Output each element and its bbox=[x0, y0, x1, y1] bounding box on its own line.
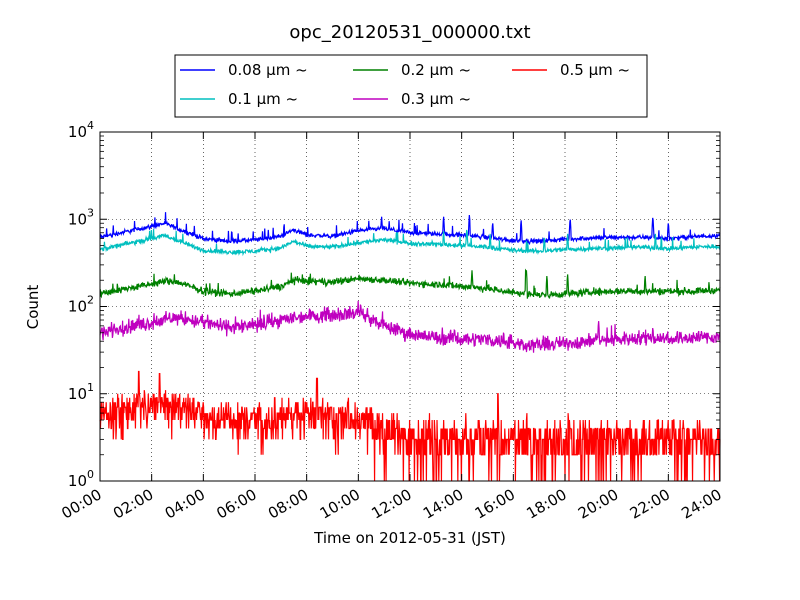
legend-label-1: 0.1 μm ~ bbox=[228, 90, 298, 108]
y-tick-label: 102 bbox=[68, 294, 94, 316]
legend-label-2: 0.2 μm ~ bbox=[401, 61, 471, 79]
series-line-1 bbox=[99, 229, 721, 257]
y-tick-label: 103 bbox=[68, 206, 94, 228]
y-tick-base: 10 bbox=[68, 472, 87, 490]
y-tick-exponent: 0 bbox=[87, 468, 94, 481]
grid-lines bbox=[100, 132, 720, 481]
y-tick-base: 10 bbox=[68, 298, 87, 316]
y-tick-label: 104 bbox=[68, 119, 94, 141]
legend-label-0: 0.08 μm ~ bbox=[228, 61, 308, 79]
y-tick-exponent: 1 bbox=[87, 381, 94, 394]
y-tick-exponent: 3 bbox=[87, 206, 94, 219]
legend: 0.08 μm ~ 0.1 μm ~ 0.2 μm ~ 0.3 μm ~ 0.5 μm … bbox=[174, 54, 648, 118]
x-axis-label: Time on 2012-05-31 (JST) bbox=[313, 529, 506, 547]
y-axis-label: Count bbox=[24, 285, 42, 330]
y-tick-base: 10 bbox=[68, 123, 87, 141]
legend-label-4: 0.5 μm ~ bbox=[560, 61, 630, 79]
series-line-4 bbox=[99, 370, 721, 482]
y-tick-exponent: 4 bbox=[87, 119, 94, 132]
legend-label-3: 0.3 μm ~ bbox=[401, 90, 471, 108]
y-tick-base: 10 bbox=[68, 385, 87, 403]
series-line-0 bbox=[99, 212, 721, 246]
chart-title: opc_20120531_000000.txt bbox=[289, 22, 530, 43]
y-tick-exponent: 2 bbox=[87, 294, 94, 307]
y-tick-label: 100 bbox=[68, 468, 94, 490]
series-line-2 bbox=[99, 268, 721, 299]
series-layer bbox=[99, 212, 721, 482]
series-line-3 bbox=[99, 300, 721, 353]
y-tick-base: 10 bbox=[68, 210, 87, 228]
legend-box bbox=[174, 54, 648, 118]
y-tick-label: 101 bbox=[68, 381, 94, 403]
